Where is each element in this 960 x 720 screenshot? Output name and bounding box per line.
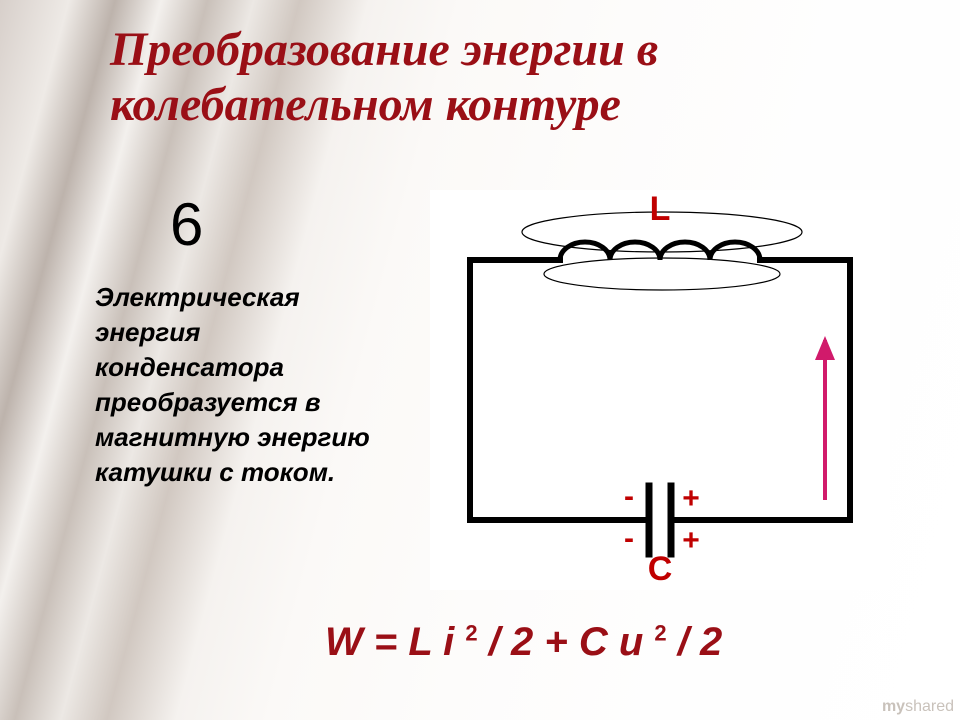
watermark-prefix: my [882, 698, 905, 715]
slide: Преобразование энергии в колебательном к… [0, 0, 960, 720]
step-number: 6 [170, 190, 203, 259]
svg-text:L: L [650, 190, 671, 228]
body-text: Электрическая энергия конденсатора преоб… [95, 280, 395, 491]
slide-title: Преобразование энергии в колебательном к… [110, 22, 880, 132]
lc-circuit-diagram: LC--++ [430, 190, 890, 590]
lc-circuit-svg: LC--++ [430, 190, 890, 590]
watermark-rest: shared [905, 698, 954, 715]
svg-text:+: + [682, 482, 700, 515]
svg-text:-: - [624, 480, 634, 513]
energy-formula: W = L i 2 / 2 + C u 2 / 2 [325, 620, 722, 665]
svg-text:+: + [682, 524, 700, 557]
svg-text:C: C [648, 550, 673, 588]
watermark: myshared [882, 698, 954, 716]
svg-text:-: - [624, 522, 634, 555]
